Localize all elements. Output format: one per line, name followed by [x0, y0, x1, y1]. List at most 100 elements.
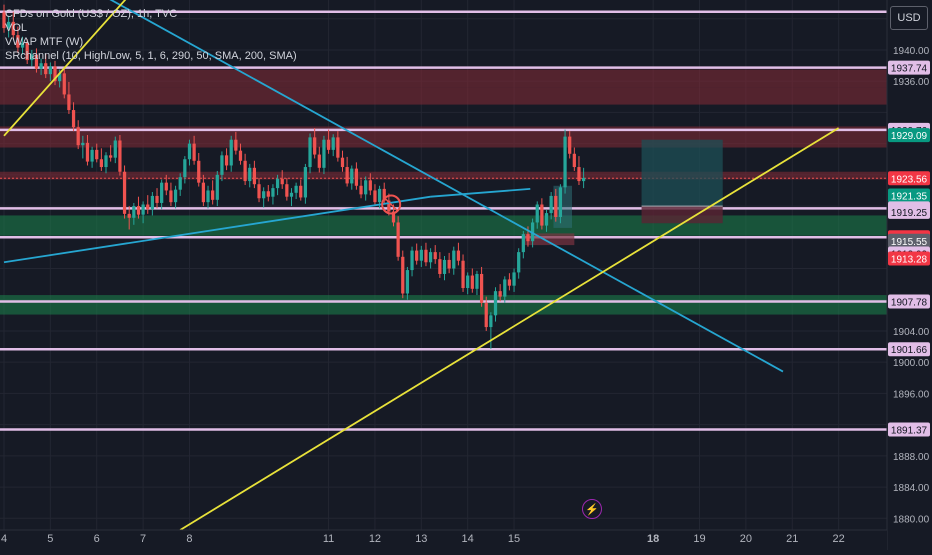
resistance-zone [0, 171, 887, 180]
price-label-bg [888, 204, 930, 219]
candle-body [521, 234, 525, 253]
candle-body [433, 252, 437, 260]
marker-circle-ring [381, 194, 402, 215]
time-tick-label: 11 [323, 533, 334, 545]
candle-body [262, 191, 266, 199]
lightning-bolt-icon[interactable]: ⚡ [582, 499, 602, 519]
candle-body [136, 206, 141, 215]
price-label-bg [888, 188, 930, 203]
candle-body [336, 137, 340, 158]
legend-indicator-vwap[interactable]: VWAP MTF (W) [5, 36, 84, 48]
chart-legend: CFDs on Gold (US$ / OZ), 1h, TVC VOL VWA… [5, 7, 297, 63]
legend-indicator-srchannel[interactable]: SRchannel (10, High/Low, 5, 1, 6, 290, 5… [5, 50, 297, 62]
candle-body [90, 149, 94, 162]
price-label: 1919.25 [891, 208, 928, 219]
price-label: 1937.74 [891, 64, 928, 75]
time-tick-label: 19 [693, 533, 705, 545]
time-tick-label: 7 [140, 533, 146, 545]
candle-body [81, 142, 85, 146]
candle-body [549, 195, 553, 214]
candle-body [442, 259, 447, 274]
price-label-bg [888, 422, 930, 437]
time-tick-label: 8 [186, 533, 192, 545]
candle-body [122, 171, 127, 214]
price-label-bg [888, 128, 930, 143]
price-tick-label: 1936.00 [893, 77, 930, 88]
candle-body [303, 167, 308, 198]
candle-body [581, 177, 586, 182]
trendlines[interactable] [3, 0, 840, 531]
legend-indicator-vol[interactable]: VOL [5, 22, 28, 34]
candle-body [568, 136, 572, 154]
candle-body [266, 191, 270, 197]
candle-body [257, 184, 261, 199]
horizontal-levels [0, 10, 887, 431]
candle-body [331, 137, 335, 150]
candle-body [373, 190, 377, 203]
cyan-trendline [3, 195, 431, 264]
candle-body [85, 142, 90, 162]
mini-position-box [553, 185, 573, 228]
yellow-trendline [179, 127, 840, 531]
candle-body [183, 159, 187, 178]
price-label: 1907.78 [891, 297, 928, 308]
candle-body [173, 189, 178, 203]
candle-body [76, 127, 80, 146]
candle-body [558, 187, 563, 217]
time-tick-label: 6 [94, 533, 100, 545]
candle-body [99, 159, 103, 168]
candle-body [30, 54, 34, 61]
candle-body [48, 66, 52, 75]
candle-body [317, 154, 321, 168]
currency-button[interactable]: USD [890, 6, 928, 30]
time-tick-label: 21 [786, 533, 798, 545]
price-axis-bg [887, 0, 932, 550]
candles [2, 4, 586, 349]
candle-body [206, 190, 210, 203]
candle-body [289, 192, 294, 197]
cyan-trendline [430, 187, 531, 198]
price-tick-label: 1888.00 [893, 452, 930, 463]
candle-body [308, 137, 312, 168]
time-tick-label: 4 [1, 533, 7, 545]
price-label-bg [888, 251, 930, 266]
candle-body [20, 42, 25, 48]
price-axis[interactable]: 1880.00 1884.00 1888.00 1896.00 1900.00 1904.… [886, 0, 932, 550]
candle-body [127, 213, 131, 218]
time-axis[interactable]: 4 5 6 7 8 11 12 13 14 15 18 19 20 21 22 [0, 529, 887, 550]
candle-body [428, 252, 433, 263]
candle-body [535, 204, 539, 223]
candle-body [280, 178, 284, 185]
candle-body [456, 250, 461, 261]
candle-body [438, 259, 442, 274]
price-label: 1923.56 [891, 174, 928, 185]
candle-body [187, 143, 192, 160]
candle-body [540, 204, 544, 226]
candle-body [452, 250, 456, 269]
candle-body [113, 140, 117, 158]
price-label: 1921.35 [891, 192, 928, 203]
candle-body [275, 178, 280, 189]
legend-symbol[interactable]: CFDs on Gold (US$ / OZ), 1h, TVC [5, 8, 178, 20]
time-tick-label: 14 [462, 533, 474, 545]
candle-body [95, 149, 99, 160]
candle-body [62, 73, 66, 95]
candle-body [359, 185, 363, 195]
candle-body [517, 252, 521, 273]
candle-body [405, 270, 410, 294]
price-label: 1929.09 [891, 131, 928, 142]
candle-body [391, 211, 396, 223]
candle-body [44, 63, 48, 75]
time-axis-bg [0, 530, 887, 550]
candle-body [507, 279, 512, 286]
candle-body [354, 168, 359, 186]
price-label: 1901.66 [891, 345, 928, 356]
candle-body [7, 21, 11, 29]
candle-body [109, 155, 113, 158]
candle-body [150, 195, 155, 210]
candle-body [415, 250, 419, 261]
time-tick-label: 13 [415, 533, 427, 545]
candle-body [192, 143, 196, 161]
